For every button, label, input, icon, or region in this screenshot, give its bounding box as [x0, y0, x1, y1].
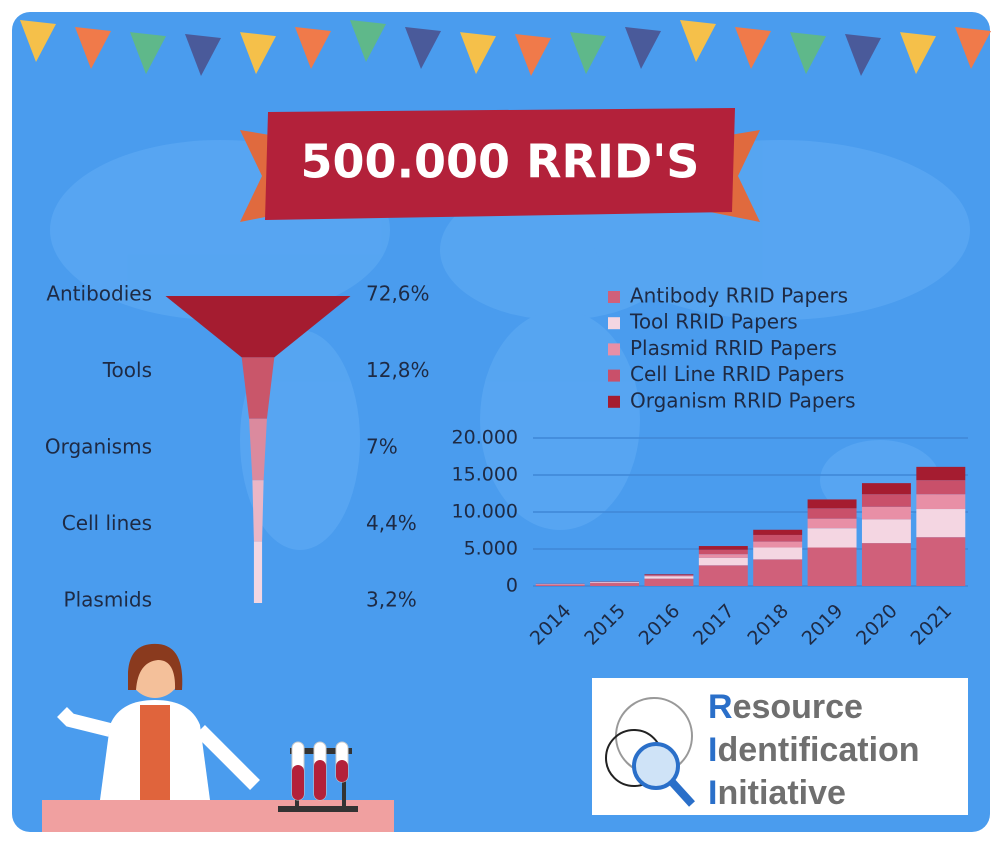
scientist [42, 643, 394, 832]
legend-label: Antibody RRID Papers [630, 284, 848, 308]
legend-label: Plasmid RRID Papers [630, 336, 837, 360]
bunting-flag [295, 27, 331, 69]
bar-segment [644, 578, 694, 586]
bar-segment [535, 584, 585, 586]
logo-text: Initiative [708, 774, 846, 812]
bar-segment [916, 509, 966, 538]
bunting-flag [240, 32, 276, 75]
bar-segment [644, 574, 694, 575]
funnel-segment [252, 480, 264, 542]
bar-segment [916, 480, 966, 495]
bar-segment [698, 565, 748, 586]
bunting-flag [75, 27, 111, 69]
rri-logo: Resource Identification Initiative [592, 678, 968, 815]
bar-segment [698, 557, 748, 566]
logo-text: Resource [708, 688, 863, 726]
bar-segment [807, 508, 857, 519]
bunting-flag [460, 32, 496, 75]
bar-segment [753, 534, 803, 542]
funnel-segment [249, 418, 267, 481]
bunting-flag [570, 32, 606, 75]
funnel-label: Antibodies [46, 282, 152, 306]
value-label: 4,4% [366, 511, 417, 535]
bunting-flag [350, 20, 386, 62]
legend-swatch [608, 395, 620, 408]
legend-swatch [608, 291, 620, 303]
funnel-label: Plasmids [64, 588, 152, 612]
bunting-flag [625, 27, 661, 69]
y-tick-label: 15.000 [452, 464, 518, 486]
funnel-label: Cell lines [62, 511, 152, 535]
bar-segment [753, 559, 803, 586]
bar-segment [861, 494, 911, 507]
bar-segment [753, 529, 803, 535]
bar-segment [916, 537, 966, 586]
bunting-flag [900, 32, 936, 75]
bar-segment [698, 546, 748, 550]
funnel-segment [165, 296, 351, 358]
legend-label: Tool RRID Papers [629, 310, 798, 334]
bunting-flag [845, 34, 881, 76]
bar-segment [861, 483, 911, 495]
bunting-flag [20, 20, 56, 62]
y-tick-label: 20.000 [452, 427, 518, 449]
bar-segment [861, 519, 911, 544]
bar-segment [861, 543, 911, 586]
bunting-flag [405, 27, 441, 69]
bar-segment [916, 494, 966, 510]
bunting-flag [735, 27, 771, 69]
bar-segment [644, 574, 694, 576]
bar-segment [698, 549, 748, 555]
value-label: 12,8% [366, 358, 430, 382]
logo-text: Identification [708, 731, 920, 769]
bar-segment [644, 576, 694, 579]
bunting-flag [955, 27, 991, 69]
banner [265, 108, 735, 220]
bar-segment [590, 582, 640, 584]
bar-segment [753, 547, 803, 560]
bar-segment [807, 528, 857, 548]
bar-segment [807, 518, 857, 529]
y-tick-label: 5.000 [464, 538, 518, 560]
bar-segment [753, 541, 803, 548]
legend-swatch [608, 317, 620, 330]
funnel-segment [241, 357, 275, 419]
logo-icon [605, 697, 695, 807]
legend-swatch [608, 343, 620, 356]
bar-segment [698, 554, 748, 558]
bar-segment [590, 583, 640, 586]
bunting-flag [680, 20, 716, 62]
value-label: 7% [366, 435, 398, 459]
y-tick-label: 10.000 [452, 501, 518, 523]
bunting-flag [185, 34, 221, 76]
legend-label: Organism RRID Papers [630, 388, 856, 412]
funnel-segment [253, 541, 263, 603]
bunting-flag [515, 34, 551, 76]
legend-swatch [608, 369, 620, 382]
legend-label: Cell Line RRID Papers [630, 362, 844, 386]
value-label: 72,6% [366, 282, 430, 306]
bunting-flag [130, 32, 166, 75]
bar-segment [916, 466, 966, 481]
bar-segment [644, 575, 694, 577]
funnel-label: Tools [102, 358, 152, 382]
funnel-label: Organisms [45, 435, 152, 459]
bunting-flag [790, 32, 826, 75]
y-tick-label: 0 [506, 575, 518, 597]
banner-title: 500.000 RRID'S [301, 135, 700, 189]
value-label: 3,2% [366, 588, 417, 612]
bar-segment [807, 547, 857, 586]
bar-segment [861, 506, 911, 520]
bar-segment [807, 499, 857, 509]
